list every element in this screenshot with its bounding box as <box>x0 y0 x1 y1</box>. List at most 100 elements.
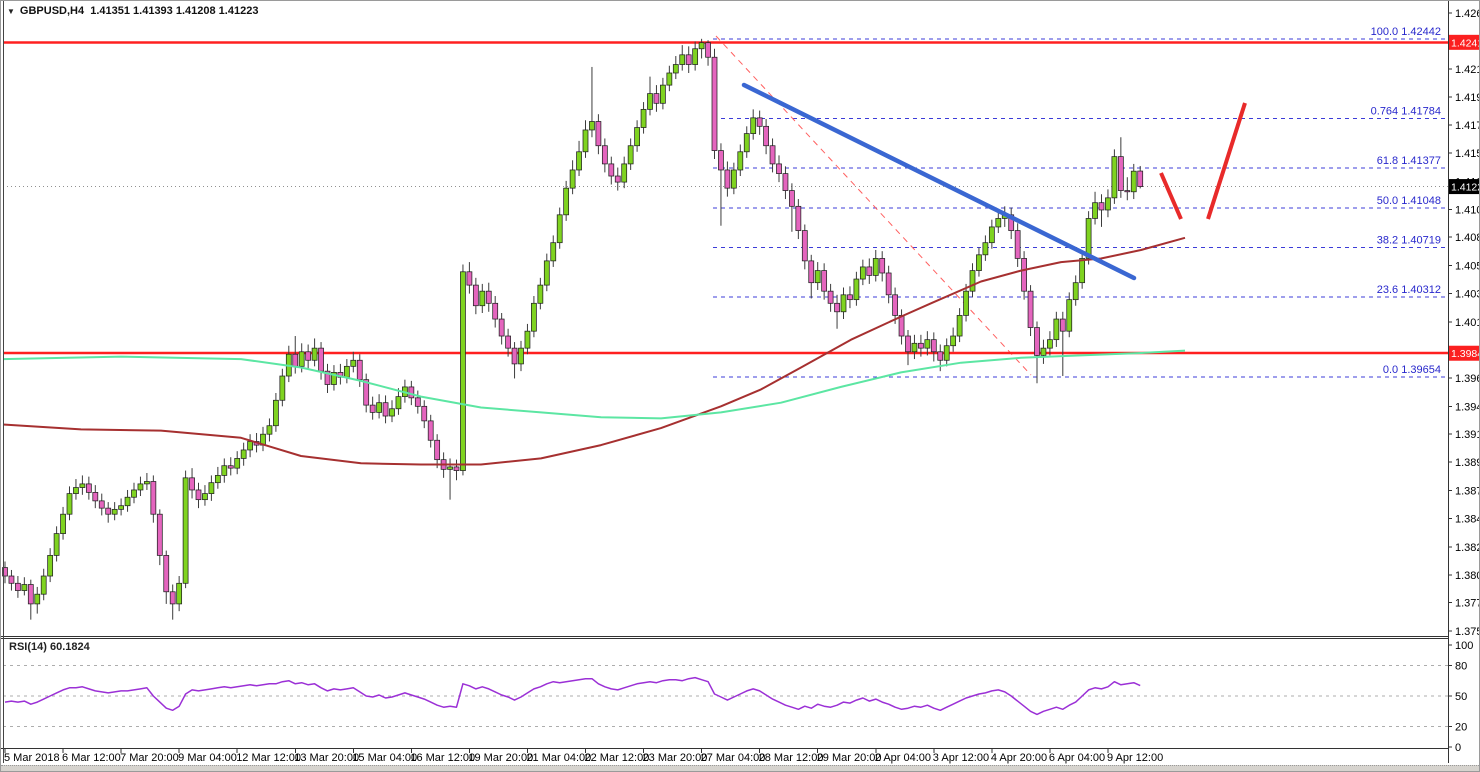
candle-body <box>324 370 331 385</box>
candle-body <box>576 151 582 171</box>
price-tick-label: 1.41960 <box>1455 92 1480 104</box>
candle-body <box>1124 190 1131 193</box>
candle-body <box>1111 156 1118 199</box>
time-tick-label: 12 Mar 12:00 <box>236 752 301 764</box>
candle-body <box>492 302 499 320</box>
candle-body <box>234 458 241 469</box>
candle-body <box>2 567 8 577</box>
candle-body <box>1130 170 1137 193</box>
candle-body <box>724 169 731 189</box>
price-badge <box>1449 345 1479 361</box>
time-tick-label: 6 Mar 12:00 <box>62 752 121 764</box>
panel-borders <box>1 1 1449 763</box>
time-tick-label: 9 Apr 12:00 <box>1107 752 1163 764</box>
candle-body <box>1105 197 1111 211</box>
time-tick-label: 19 Mar 20:00 <box>468 752 533 764</box>
time-tick-label: 9 Mar 04:00 <box>178 752 237 764</box>
time-tick-label: 7 Mar 20:00 <box>120 752 179 764</box>
candle-body <box>840 294 847 313</box>
price-tick-label: 1.40105 <box>1455 317 1480 329</box>
fib-level-label: 0.0 1.39654 <box>1383 364 1441 376</box>
candle-body <box>969 270 976 292</box>
forecast-arrow-line[interactable] <box>1159 172 1183 220</box>
price-axis[interactable]: 1.42655 1.42195 1.41960 1.41730 1.41500 1.412… <box>1448 8 1480 638</box>
candle-body <box>279 375 286 401</box>
price-tick-label: 1.41035 <box>1455 204 1480 216</box>
candle-body <box>892 294 898 316</box>
candle-body <box>563 187 570 216</box>
candle-body <box>447 466 453 470</box>
candle-body <box>247 441 253 451</box>
candle-body <box>956 315 963 337</box>
price-tick-label: 1.40340 <box>1455 289 1480 301</box>
candle-body <box>1040 347 1047 356</box>
moving-average-fast <box>2 349 1186 420</box>
candle-body <box>976 254 982 271</box>
candle-body <box>27 584 34 605</box>
forecast-arrow-line[interactable] <box>1206 102 1247 220</box>
price-badge-label: 1.41223 <box>1451 182 1480 194</box>
candle-body <box>698 42 705 50</box>
candle-body <box>672 64 679 74</box>
price-tick-label: 1.38020 <box>1455 570 1480 582</box>
symbol-dropdown-icon[interactable]: ▼ <box>7 6 15 16</box>
candle-body <box>640 108 647 128</box>
rsi-line <box>4 676 1141 716</box>
candle-body <box>988 226 995 244</box>
candle-body <box>608 163 615 177</box>
rsi-axis[interactable]: 100 80 50 20 0 <box>1448 640 1473 754</box>
candle-body <box>660 84 666 104</box>
candle-body <box>382 402 389 417</box>
candle-body <box>34 593 41 605</box>
candle-body <box>1085 218 1092 259</box>
candle-body <box>692 48 699 65</box>
candle-body <box>466 271 473 286</box>
candle-body <box>550 242 557 262</box>
candle-body <box>408 386 415 399</box>
candle-body <box>47 555 54 577</box>
rsi-panel <box>3 665 1448 727</box>
candle-body <box>718 150 724 171</box>
candle-body <box>595 121 602 147</box>
candle-body <box>666 72 673 86</box>
candle-body <box>389 408 395 417</box>
candle-body <box>92 492 99 502</box>
moving-average-slow <box>2 236 1186 466</box>
rsi-tick-label: 80 <box>1455 660 1467 672</box>
price-tick-label: 1.39180 <box>1455 429 1480 441</box>
candle-body <box>427 420 434 441</box>
time-tick-label: 5 Mar 2018 <box>4 752 60 764</box>
candle-body <box>1034 327 1040 356</box>
candle-body <box>943 345 950 361</box>
candle-body <box>814 270 821 284</box>
candle-body <box>705 42 711 58</box>
time-axis[interactable]: 5 Mar 2018 6 Mar 12:00 7 Mar 20:00 9 Mar 04… <box>4 749 1163 764</box>
candle-body <box>711 56 718 151</box>
candle-body <box>511 347 518 365</box>
candle-body <box>60 513 66 534</box>
candle-body <box>195 489 202 501</box>
candle-body <box>356 359 363 381</box>
price-badge-label: 1.42413 <box>1451 37 1480 49</box>
candle-body <box>479 290 486 307</box>
descending-trendline[interactable] <box>741 82 1137 281</box>
candle-body <box>782 173 789 191</box>
candle-body <box>1079 258 1086 284</box>
candle-body <box>911 342 918 353</box>
price-tick-label: 1.38950 <box>1455 457 1480 469</box>
candle-body <box>292 353 299 367</box>
candle-body <box>601 145 608 165</box>
candle-body <box>66 493 73 515</box>
candle-body <box>298 351 305 367</box>
candle-body <box>369 404 376 413</box>
price-tick-label: 1.39410 <box>1455 401 1480 413</box>
candle-body <box>331 372 337 385</box>
time-tick-label: 2 Apr 04:00 <box>875 752 931 764</box>
fib-level-label: 61.8 1.41377 <box>1377 155 1441 167</box>
candle-body <box>808 260 815 284</box>
candle-body <box>995 218 1002 228</box>
rsi-tick-label: 20 <box>1455 722 1467 734</box>
fib-level-label: 100.0 1.42442 <box>1371 26 1441 38</box>
time-tick-label: 4 Apr 20:00 <box>991 752 1047 764</box>
